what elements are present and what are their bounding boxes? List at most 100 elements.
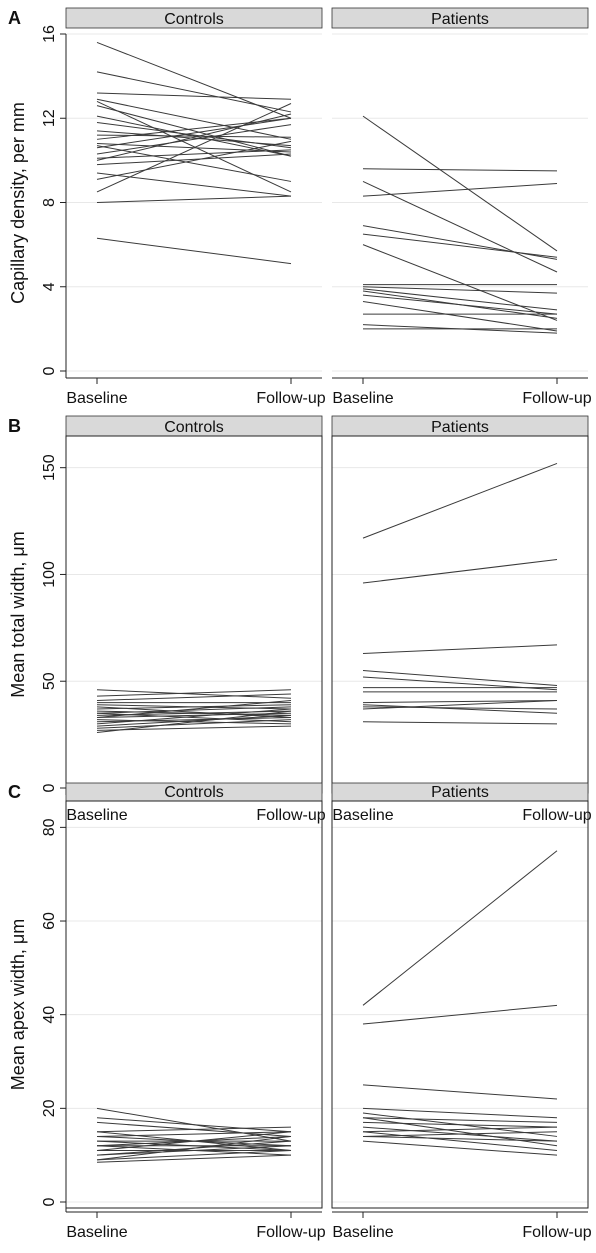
facet-strip-label: Controls [164, 419, 224, 436]
subject-line [362, 300, 558, 332]
panel-b: B Mean total width, μm Controls Baseline Fol… [8, 415, 592, 824]
subject-line [96, 693, 292, 701]
subject-line [96, 689, 292, 697]
subject-line [96, 1145, 292, 1156]
y-tick-label: 20 [41, 1099, 58, 1117]
y-tick-label: 0 [41, 366, 58, 375]
subject-line [362, 1084, 558, 1100]
subject-line [96, 1126, 292, 1133]
facet-strip-label: Patients [431, 11, 489, 28]
subject-line [362, 1004, 558, 1025]
y-axis-title: Mean apex width, μm [8, 919, 28, 1090]
subject-line [96, 41, 292, 119]
subject-line [362, 233, 558, 258]
subject-line [362, 1131, 558, 1151]
subject-line [96, 706, 292, 714]
subject-line [362, 1131, 558, 1137]
subject-line [96, 98, 292, 140]
y-tick-label: 150 [41, 454, 58, 481]
panel-a: A Capillary density, per mm Controls Baseli… [8, 7, 592, 407]
y-tick-label: 50 [41, 672, 58, 690]
subject-line [96, 149, 292, 159]
facet-patients: Patients Baseline Follow-up [331, 7, 592, 407]
panel-letter: B [8, 416, 21, 436]
y-tick-label: 80 [41, 818, 58, 836]
subject-line [362, 286, 558, 294]
y-tick-label: 60 [41, 912, 58, 930]
subject-line [362, 288, 558, 311]
subject-line [362, 294, 558, 315]
subject-line [362, 559, 558, 584]
facet-strip [331, 7, 589, 29]
y-axis-title: Capillary density, per mm [8, 102, 28, 304]
subject-line [96, 1117, 292, 1133]
subject-line [362, 850, 558, 1006]
y-axis-title: Mean total width, μm [8, 531, 28, 697]
y-tick-label: 8 [41, 198, 58, 207]
panel-c: C Mean apex width, μm Controls Baseline Foll… [8, 782, 592, 1241]
x-tick-label: Follow-up [522, 390, 591, 407]
x-tick-label: Baseline [66, 807, 127, 824]
y-tick-label: 100 [41, 561, 58, 588]
facet-strip-label: Controls [164, 11, 224, 28]
subject-line [362, 1126, 558, 1133]
facet-patients: Patients Baseline Follow-up [331, 415, 592, 824]
facet-strip-label: Patients [431, 419, 489, 436]
subject-line [96, 719, 292, 729]
plot-frame [331, 800, 589, 1209]
subject-line [96, 117, 292, 149]
subject-line [96, 71, 292, 113]
subject-line [96, 237, 292, 265]
subject-line [96, 710, 292, 733]
subject-line [96, 1154, 292, 1163]
subject-line [96, 689, 292, 699]
subject-line [362, 1135, 558, 1142]
subject-line [96, 704, 292, 710]
y-tick-label: 0 [41, 1197, 58, 1206]
subject-line [362, 168, 558, 172]
x-tick-label: Baseline [66, 1224, 127, 1241]
subject-line [96, 712, 292, 719]
panel-letter: C [8, 782, 21, 802]
subject-line [96, 708, 292, 725]
panel-letter: A [8, 8, 21, 28]
subject-line [96, 195, 292, 203]
plot-frame [65, 435, 323, 794]
subject-line [96, 113, 292, 161]
y-tick-label: 40 [41, 1006, 58, 1024]
subject-line [362, 462, 558, 539]
subject-line [96, 1131, 292, 1137]
plot-frame [331, 435, 589, 794]
subject-line [362, 704, 558, 714]
subject-line [362, 699, 558, 710]
subject-line [362, 699, 558, 704]
x-tick-label: Baseline [332, 807, 393, 824]
subject-line [96, 145, 292, 182]
subject-line [362, 670, 558, 686]
subject-line [96, 1131, 292, 1151]
subject-line [96, 92, 292, 100]
subject-line [362, 180, 558, 273]
x-tick-label: Follow-up [256, 390, 325, 407]
subject-line [362, 1140, 558, 1156]
x-tick-label: Baseline [66, 390, 127, 407]
subject-line [362, 115, 558, 252]
plot-frame [65, 800, 323, 1209]
y-tick-label: 12 [41, 109, 58, 127]
subject-line [96, 124, 292, 155]
x-tick-label: Follow-up [256, 807, 325, 824]
y-tick-label: 0 [41, 783, 58, 792]
subject-line [96, 1135, 292, 1161]
y-tick-label: 16 [41, 25, 58, 43]
facet-controls: Controls Baseline Follow-up [65, 7, 326, 407]
x-tick-label: Baseline [332, 390, 393, 407]
subject-line [362, 244, 558, 321]
facet-strip [65, 7, 323, 29]
facet-strip-label: Patients [431, 784, 489, 801]
y-tick-label: 4 [41, 282, 58, 291]
subject-line [96, 130, 292, 147]
facet-controls: Controls Baseline Follow-up [65, 415, 326, 824]
facet-strip-label: Controls [164, 784, 224, 801]
subject-line [96, 714, 292, 727]
